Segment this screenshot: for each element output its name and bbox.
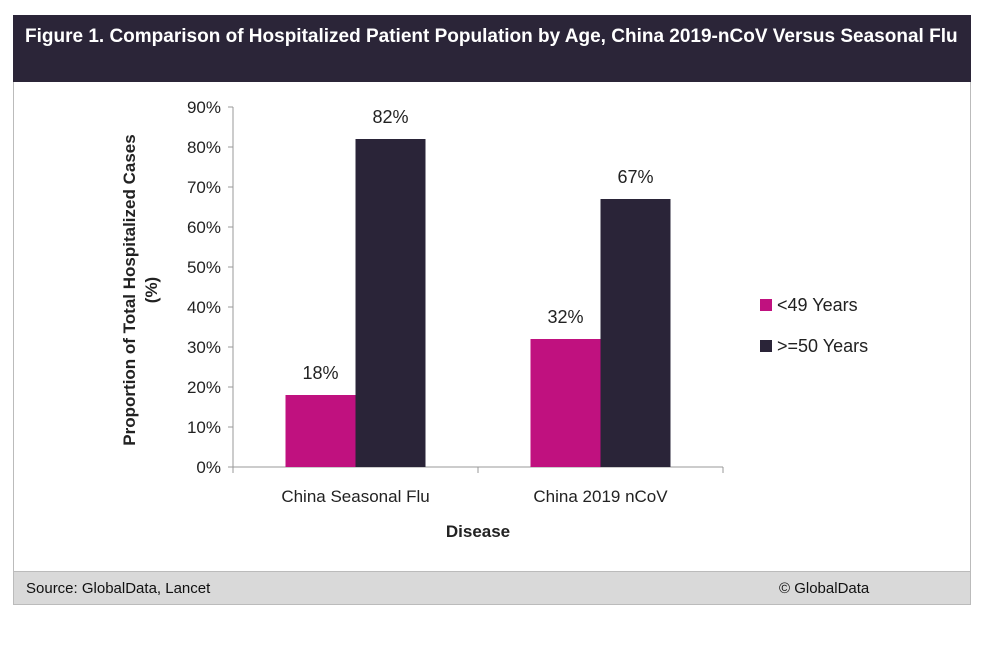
bar — [355, 139, 426, 467]
copyright-text: © GlobalData — [779, 580, 870, 597]
x-tick-label: China 2019 nCoV — [533, 487, 668, 506]
legend-swatch — [760, 299, 772, 311]
y-axis-title: Proportion of Total Hospitalized Cases (%… — [120, 134, 161, 445]
legend-label: >=50 Years — [777, 336, 868, 356]
x-axis-title: Disease — [446, 522, 510, 541]
y-tick-label: 50% — [187, 258, 221, 277]
y-tick-label: 10% — [187, 418, 221, 437]
y-tick-label: 30% — [187, 338, 221, 357]
legend-label: <49 Years — [777, 295, 858, 315]
bar — [600, 199, 671, 467]
y-tick-label: 70% — [187, 178, 221, 197]
y-tick-label: 20% — [187, 378, 221, 397]
bar — [530, 339, 601, 467]
y-tick-label: 0% — [196, 458, 221, 477]
footer: Source: GlobalData, Lancet © GlobalData — [13, 571, 971, 605]
data-label: 82% — [372, 107, 408, 127]
y-tick-label: 80% — [187, 138, 221, 157]
y-tick-label: 90% — [187, 98, 221, 117]
source-text: Source: GlobalData, Lancet — [26, 580, 211, 597]
data-label: 18% — [302, 363, 338, 383]
y-tick-label: 60% — [187, 218, 221, 237]
y-tick-label: 40% — [187, 298, 221, 317]
x-tick-label: China Seasonal Flu — [281, 487, 429, 506]
legend-swatch — [760, 340, 772, 352]
figure-title: Figure 1. Comparison of Hospitalized Pat… — [13, 15, 971, 82]
data-label: 32% — [547, 307, 583, 327]
data-label: 67% — [617, 167, 653, 187]
bar — [285, 395, 356, 467]
